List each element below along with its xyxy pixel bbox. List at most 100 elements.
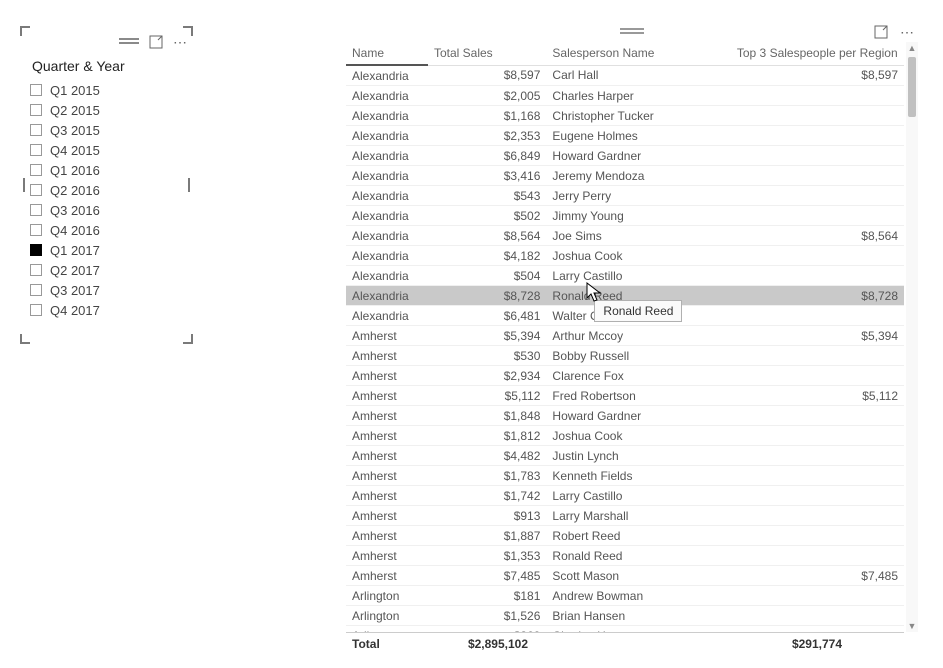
table-row[interactable]: Alexandria$2,005Charles Harper bbox=[346, 86, 904, 106]
cell-name[interactable]: Amherst bbox=[346, 386, 428, 406]
cell-name[interactable]: Amherst bbox=[346, 366, 428, 386]
checkbox-icon[interactable] bbox=[30, 104, 42, 116]
cell-total-sales[interactable]: $3,416 bbox=[428, 166, 546, 186]
table-row[interactable]: Amherst$5,394Arthur Mccoy$5,394 bbox=[346, 326, 904, 346]
cell-total-sales[interactable]: $4,482 bbox=[428, 446, 546, 466]
cell-salesperson[interactable]: Larry Castillo bbox=[546, 266, 730, 286]
cell-name[interactable]: Alexandria bbox=[346, 65, 428, 86]
cell-name[interactable]: Amherst bbox=[346, 546, 428, 566]
cell-top3[interactable] bbox=[731, 526, 904, 546]
cell-name[interactable]: Amherst bbox=[346, 466, 428, 486]
resize-handle-bl[interactable] bbox=[20, 334, 30, 344]
cell-total-sales[interactable]: $1,848 bbox=[428, 406, 546, 426]
cell-top3[interactable]: $5,394 bbox=[731, 326, 904, 346]
focus-mode-icon[interactable] bbox=[874, 25, 888, 39]
cell-name[interactable]: Amherst bbox=[346, 566, 428, 586]
checkbox-icon[interactable] bbox=[30, 244, 42, 256]
cell-name[interactable]: Alexandria bbox=[346, 206, 428, 226]
cell-total-sales[interactable]: $5,112 bbox=[428, 386, 546, 406]
resize-handle-br[interactable] bbox=[183, 334, 193, 344]
table-row[interactable]: Amherst$1,742Larry Castillo bbox=[346, 486, 904, 506]
table-row[interactable]: Amherst$1,353Ronald Reed bbox=[346, 546, 904, 566]
cell-total-sales[interactable]: $1,742 bbox=[428, 486, 546, 506]
cell-top3[interactable]: $7,485 bbox=[731, 566, 904, 586]
resize-handle-r[interactable] bbox=[188, 178, 190, 192]
cell-total-sales[interactable]: $502 bbox=[428, 206, 546, 226]
cell-total-sales[interactable]: $8,728 bbox=[428, 286, 546, 306]
slicer-item[interactable]: Q3 2017 bbox=[30, 280, 183, 300]
cell-total-sales[interactable]: $6,849 bbox=[428, 146, 546, 166]
checkbox-icon[interactable] bbox=[30, 144, 42, 156]
cell-salesperson[interactable]: Carl Hall bbox=[546, 65, 730, 86]
cell-salesperson[interactable]: Howard Gardner bbox=[546, 406, 730, 426]
cell-salesperson[interactable]: Joe Sims bbox=[546, 226, 730, 246]
cell-name[interactable]: Alexandria bbox=[346, 226, 428, 246]
slicer-item[interactable]: Q3 2016 bbox=[30, 200, 183, 220]
cell-name[interactable]: Alexandria bbox=[346, 186, 428, 206]
cell-total-sales[interactable]: $1,887 bbox=[428, 526, 546, 546]
cell-top3[interactable] bbox=[731, 86, 904, 106]
table-row[interactable]: Alexandria$1,168Christopher Tucker bbox=[346, 106, 904, 126]
cell-name[interactable]: Alexandria bbox=[346, 266, 428, 286]
resize-handle-tl[interactable] bbox=[20, 26, 30, 36]
cell-name[interactable]: Amherst bbox=[346, 326, 428, 346]
cell-salesperson[interactable]: Joshua Cook bbox=[546, 246, 730, 266]
cell-total-sales[interactable]: $8,564 bbox=[428, 226, 546, 246]
cell-top3[interactable] bbox=[731, 246, 904, 266]
cell-name[interactable]: Arlington bbox=[346, 586, 428, 606]
cell-salesperson[interactable]: Clarence Fox bbox=[546, 366, 730, 386]
cell-salesperson[interactable]: Charles Harper bbox=[546, 86, 730, 106]
cell-total-sales[interactable]: $1,526 bbox=[428, 606, 546, 626]
more-options-icon[interactable]: ⋯ bbox=[900, 25, 914, 39]
cell-top3[interactable] bbox=[731, 586, 904, 606]
checkbox-icon[interactable] bbox=[30, 224, 42, 236]
cell-top3[interactable]: $5,112 bbox=[731, 386, 904, 406]
cell-salesperson[interactable]: Fred Robertson bbox=[546, 386, 730, 406]
drag-grip-icon[interactable] bbox=[620, 28, 644, 36]
table-row[interactable]: Arlington$181Andrew Bowman bbox=[346, 586, 904, 606]
cell-total-sales[interactable]: $1,783 bbox=[428, 466, 546, 486]
cell-name[interactable]: Alexandria bbox=[346, 146, 428, 166]
table-row[interactable]: Amherst$1,848Howard Gardner bbox=[346, 406, 904, 426]
cell-total-sales[interactable]: $1,353 bbox=[428, 546, 546, 566]
resize-handle-l[interactable] bbox=[23, 178, 25, 192]
slicer-item[interactable]: Q4 2016 bbox=[30, 220, 183, 240]
table-visual[interactable]: ⋯ Name Total Sales Salesperson Name Top … bbox=[346, 22, 918, 654]
slicer-item[interactable]: Q1 2016 bbox=[30, 160, 183, 180]
slicer-item[interactable]: Q2 2016 bbox=[30, 180, 183, 200]
cell-top3[interactable] bbox=[731, 126, 904, 146]
cell-top3[interactable] bbox=[731, 506, 904, 526]
cell-total-sales[interactable]: $504 bbox=[428, 266, 546, 286]
cell-salesperson[interactable]: Ronald Reed bbox=[546, 546, 730, 566]
cell-top3[interactable] bbox=[731, 106, 904, 126]
drag-grip-icon[interactable] bbox=[119, 38, 139, 46]
cell-top3[interactable] bbox=[731, 486, 904, 506]
cell-top3[interactable] bbox=[731, 206, 904, 226]
cell-top3[interactable]: $8,728 bbox=[731, 286, 904, 306]
cell-salesperson[interactable]: Larry Castillo bbox=[546, 486, 730, 506]
cell-salesperson[interactable]: Jeremy Mendoza bbox=[546, 166, 730, 186]
slicer-visual[interactable]: ⋯ Quarter & Year Q1 2015Q2 2015Q3 2015Q4… bbox=[24, 30, 189, 340]
table-row[interactable]: Alexandria$504Larry Castillo bbox=[346, 266, 904, 286]
slicer-item[interactable]: Q4 2017 bbox=[30, 300, 183, 320]
table-row[interactable]: Amherst$913Larry Marshall bbox=[346, 506, 904, 526]
cell-top3[interactable] bbox=[731, 546, 904, 566]
vertical-scrollbar[interactable]: ▲ ▼ bbox=[906, 42, 918, 632]
cell-salesperson[interactable]: Robert Reed bbox=[546, 526, 730, 546]
cell-salesperson[interactable]: Jimmy Young bbox=[546, 206, 730, 226]
column-header-name[interactable]: Name bbox=[346, 42, 428, 65]
cell-salesperson[interactable]: Justin Lynch bbox=[546, 446, 730, 466]
checkbox-icon[interactable] bbox=[30, 124, 42, 136]
cell-top3[interactable] bbox=[731, 466, 904, 486]
checkbox-icon[interactable] bbox=[30, 164, 42, 176]
cell-total-sales[interactable]: $181 bbox=[428, 586, 546, 606]
cell-name[interactable]: Alexandria bbox=[346, 126, 428, 146]
table-row[interactable]: Alexandria$3,416Jeremy Mendoza bbox=[346, 166, 904, 186]
column-header-top3[interactable]: Top 3 Salespeople per Region bbox=[731, 42, 904, 65]
scroll-up-arrow-icon[interactable]: ▲ bbox=[906, 42, 918, 54]
table-row[interactable]: Amherst$1,812Joshua Cook bbox=[346, 426, 904, 446]
table-row[interactable]: Alexandria$502Jimmy Young bbox=[346, 206, 904, 226]
cell-salesperson[interactable]: Howard Gardner bbox=[546, 146, 730, 166]
table-row[interactable]: Amherst$5,112Fred Robertson$5,112 bbox=[346, 386, 904, 406]
cell-salesperson[interactable]: Joshua Cook bbox=[546, 426, 730, 446]
